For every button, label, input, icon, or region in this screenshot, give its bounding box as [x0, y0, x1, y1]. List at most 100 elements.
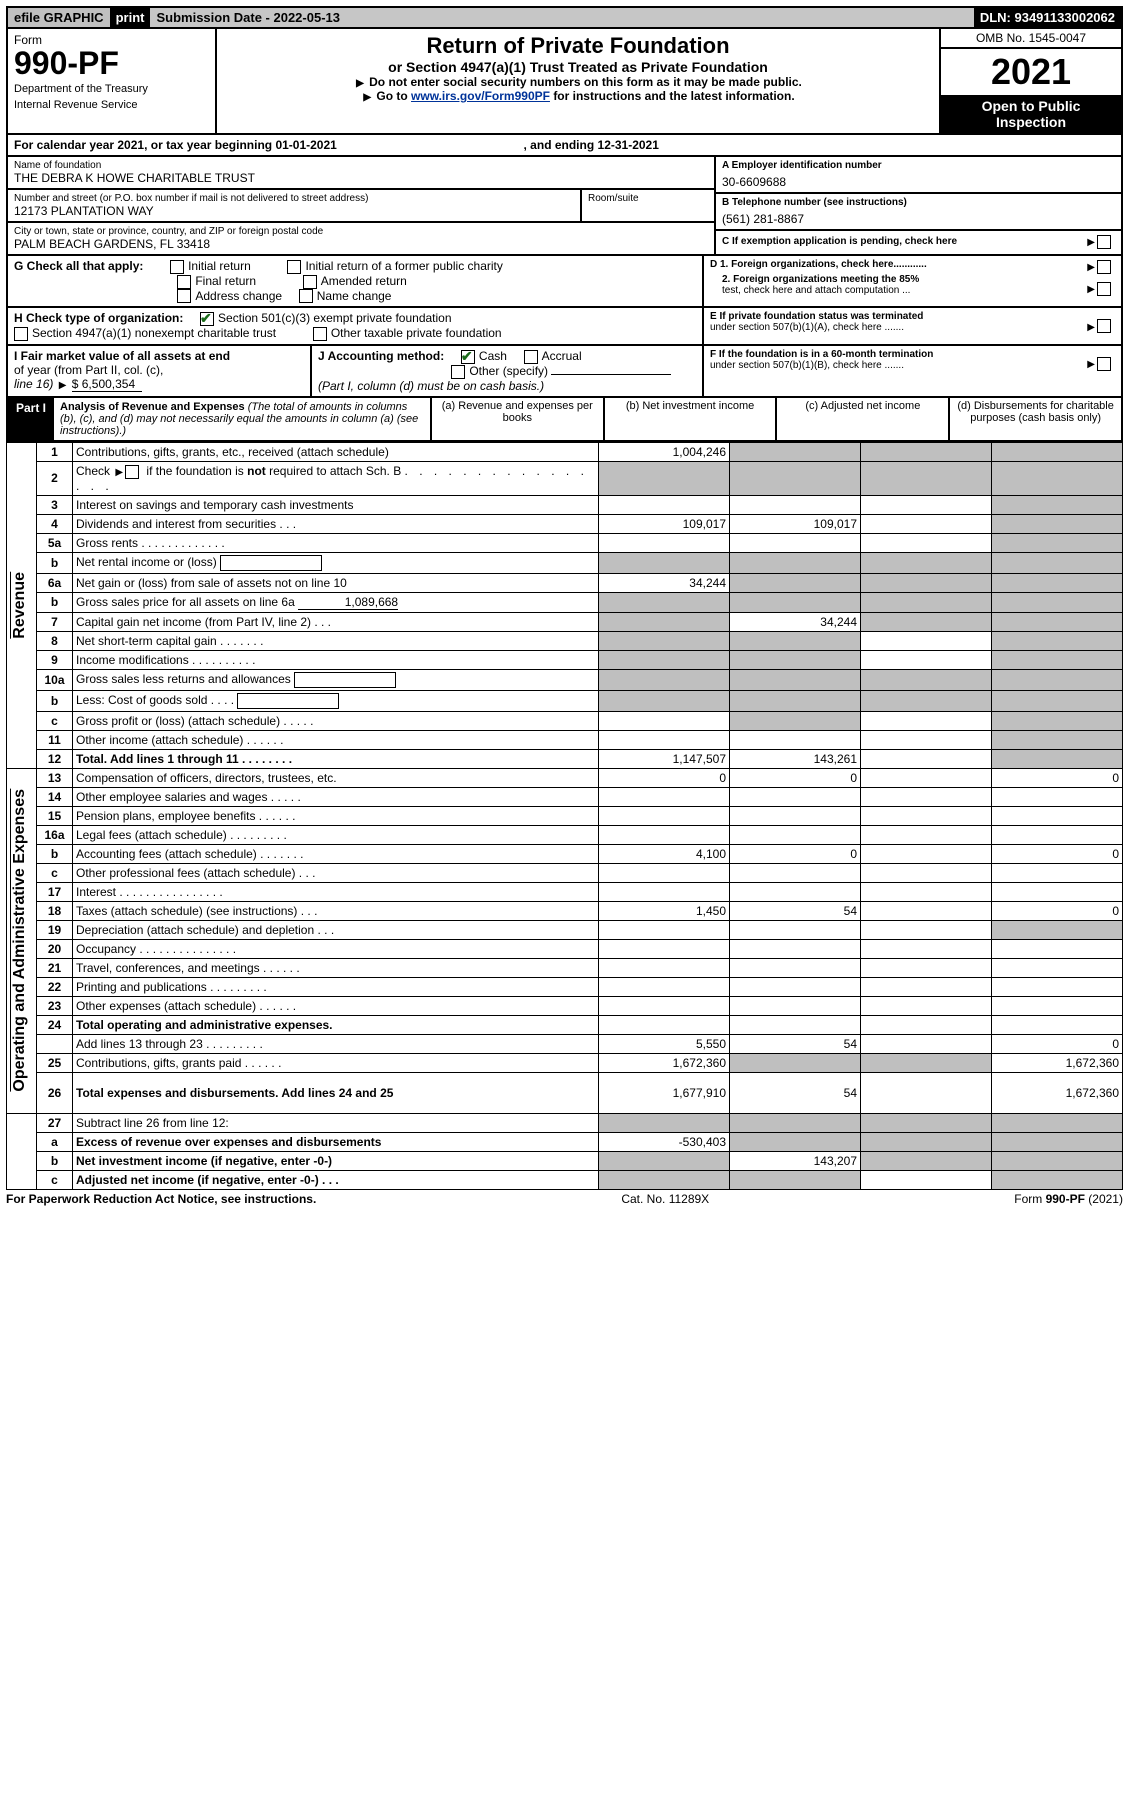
form990pf-link[interactable]: www.irs.gov/Form990PF: [411, 89, 550, 103]
table-cell: [730, 631, 861, 650]
j-note: (Part I, column (d) must be on cash basi…: [318, 379, 544, 393]
table-cell: c: [37, 1170, 73, 1189]
arrow-icon: [1085, 281, 1097, 295]
table-cell: 5,550: [599, 1034, 730, 1053]
table-cell: [730, 1113, 861, 1132]
table-cell: [861, 1072, 992, 1113]
table-cell: Gross rents . . . . . . . . . . . . .: [73, 533, 599, 552]
table-cell: 16a: [37, 825, 73, 844]
table-cell: [992, 806, 1123, 825]
street-address: 12173 PLANTATION WAY: [14, 204, 574, 218]
j-other-checkbox[interactable]: [451, 365, 465, 379]
table-cell: [599, 1113, 730, 1132]
table-cell: [992, 461, 1123, 495]
table-cell: [992, 730, 1123, 749]
arrow-icon: [1085, 259, 1097, 273]
city-label: City or town, state or province, country…: [14, 226, 708, 237]
g-initial-former-checkbox[interactable]: [287, 260, 301, 274]
d1-checkbox[interactable]: [1097, 260, 1111, 274]
table-cell: Contributions, gifts, grants paid . . . …: [73, 1053, 599, 1072]
table-cell: [599, 669, 730, 690]
addr-label: Number and street (or P.O. box number if…: [14, 193, 574, 204]
h-4947-checkbox[interactable]: [14, 327, 28, 341]
h-other-taxable-checkbox[interactable]: [313, 327, 327, 341]
table-cell: [730, 787, 861, 806]
table-cell: Net gain or (loss) from sale of assets n…: [73, 573, 599, 592]
table-cell: 22: [37, 977, 73, 996]
arrow-icon: [57, 377, 69, 391]
name-label: Name of foundation: [14, 160, 708, 171]
table-cell: -530,403: [599, 1132, 730, 1151]
table-cell: [861, 592, 992, 612]
table-cell: 17: [37, 882, 73, 901]
table-cell: 7: [37, 612, 73, 631]
table-cell: [861, 690, 992, 711]
table-cell: [599, 920, 730, 939]
table-cell: Net investment income (if negative, ente…: [73, 1151, 599, 1170]
table-cell: [861, 844, 992, 863]
table-cell: b: [37, 592, 73, 612]
table-cell: [730, 730, 861, 749]
j-accrual-checkbox[interactable]: [524, 350, 538, 364]
table-cell: [599, 1015, 730, 1034]
table-cell: 1,672,360: [599, 1053, 730, 1072]
table-cell: [992, 920, 1123, 939]
g-address-change-checkbox[interactable]: [177, 289, 191, 303]
e1-label: E If private foundation status was termi…: [710, 311, 923, 322]
table-cell: Operating and Administrative Expenses: [7, 768, 37, 1113]
table-cell: [992, 1170, 1123, 1189]
print-button[interactable]: print: [110, 8, 151, 27]
table-cell: 15: [37, 806, 73, 825]
table-cell: [599, 495, 730, 514]
part1-label: Part I: [8, 398, 54, 440]
table-cell: 23: [37, 996, 73, 1015]
table-cell: [861, 749, 992, 768]
open-public-2: Inspection: [941, 114, 1121, 130]
table-cell: [730, 996, 861, 1015]
g-initial-return-checkbox[interactable]: [170, 260, 184, 274]
table-cell: 11: [37, 730, 73, 749]
table-cell: [730, 1015, 861, 1034]
ein-label: A Employer identification number: [722, 160, 1115, 171]
g-final-return-checkbox[interactable]: [177, 275, 191, 289]
table-cell: 21: [37, 958, 73, 977]
page-footer: For Paperwork Reduction Act Notice, see …: [6, 1192, 1123, 1206]
table-cell: Occupancy . . . . . . . . . . . . . . .: [73, 939, 599, 958]
j-cash-checkbox[interactable]: [461, 350, 475, 364]
table-cell: 4,100: [599, 844, 730, 863]
table-cell: Taxes (attach schedule) (see instruction…: [73, 901, 599, 920]
table-cell: [730, 958, 861, 977]
table-cell: 5a: [37, 533, 73, 552]
table-cell: Other income (attach schedule) . . . . .…: [73, 730, 599, 749]
g-name-change-checkbox[interactable]: [299, 289, 313, 303]
part1-table: Revenue1Contributions, gifts, grants, et…: [6, 442, 1123, 1190]
table-cell: [730, 939, 861, 958]
table-cell: [861, 1015, 992, 1034]
table-cell: Net short-term capital gain . . . . . . …: [73, 631, 599, 650]
revenue-sidelabel: Revenue: [10, 572, 29, 639]
footer-right: Form 990-PF (2021): [1014, 1192, 1123, 1206]
table-cell: [992, 958, 1123, 977]
table-cell: [992, 825, 1123, 844]
table-cell: [730, 863, 861, 882]
table-cell: [599, 958, 730, 977]
table-cell: 1,672,360: [992, 1053, 1123, 1072]
footer-left: For Paperwork Reduction Act Notice, see …: [6, 1192, 316, 1206]
g-label: G Check all that apply:: [14, 259, 143, 273]
c-checkbox[interactable]: [1097, 235, 1111, 249]
phone-label: B Telephone number (see instructions): [722, 197, 1115, 208]
efile-label[interactable]: efile GRAPHIC: [8, 8, 110, 27]
table-cell: [730, 1132, 861, 1151]
table-cell: Pension plans, employee benefits . . . .…: [73, 806, 599, 825]
g-amended-checkbox[interactable]: [303, 275, 317, 289]
table-cell: Gross profit or (loss) (attach schedule)…: [73, 711, 599, 730]
f-checkbox[interactable]: [1097, 357, 1111, 371]
table-cell: [992, 996, 1123, 1015]
h-501c3-checkbox[interactable]: [200, 312, 214, 326]
d2-checkbox[interactable]: [1097, 282, 1111, 296]
table-cell: [861, 1113, 992, 1132]
col-c-header: (c) Adjusted net income: [777, 398, 950, 440]
table-cell: Travel, conferences, and meetings . . . …: [73, 958, 599, 977]
table-cell: [599, 806, 730, 825]
e-checkbox[interactable]: [1097, 319, 1111, 333]
